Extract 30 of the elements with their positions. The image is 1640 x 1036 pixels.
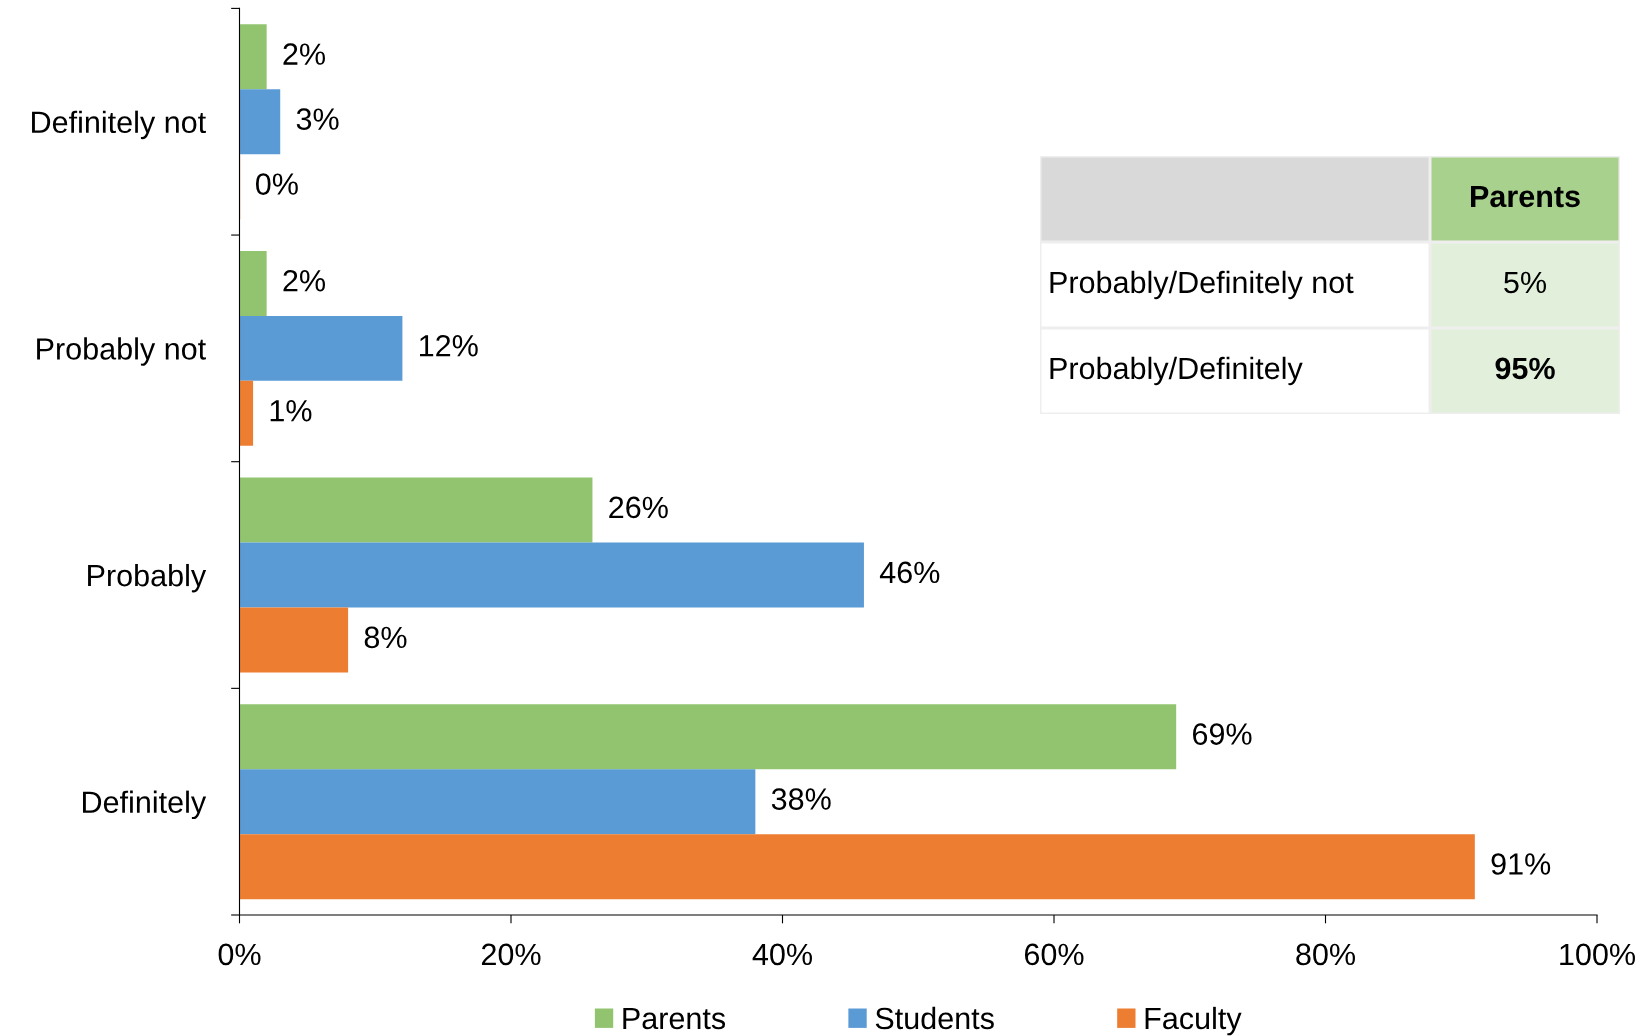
data-label: 91%	[1491, 853, 1551, 875]
legend-label: Faculty	[1145, 1006, 1242, 1036]
data-label: 46%	[879, 561, 940, 584]
legend-label: Parents	[623, 1007, 726, 1030]
annotation: 5%	[1504, 271, 1546, 294]
data-label: 2%	[283, 43, 325, 65]
data-label: 69%	[1193, 723, 1252, 745]
data-label: 1%	[270, 400, 312, 422]
data-label: 38%	[771, 788, 831, 810]
data-label: 3%	[296, 108, 339, 130]
annotation: Probably/Definitely	[1050, 356, 1303, 386]
x-tick-label: 0%	[218, 943, 261, 966]
y-tick-label: Definitely	[83, 790, 207, 820]
data-label: 2%	[283, 269, 325, 292]
data-label: 26%	[609, 496, 668, 519]
x-tick-label: 20%	[481, 943, 541, 966]
annotation: Probably/Definitely not	[1050, 270, 1354, 300]
x-tick-label: 80%	[1296, 943, 1355, 966]
legend-label: Students	[875, 1006, 994, 1030]
y-tick-label: Probably not	[37, 337, 206, 366]
x-tick-label: 40%	[752, 943, 812, 966]
data-label: 8%	[364, 626, 407, 649]
y-tick-label: Probably	[88, 563, 207, 593]
annotation: Parents	[1471, 185, 1580, 208]
data-label: 0%	[255, 173, 298, 195]
y-tick-label: Definitely not	[32, 110, 206, 140]
x-tick-label: 60%	[1024, 943, 1084, 966]
data-label: 12%	[420, 334, 478, 357]
x-tick-label: 100%	[1560, 943, 1635, 966]
annotation: 95%	[1495, 357, 1555, 380]
